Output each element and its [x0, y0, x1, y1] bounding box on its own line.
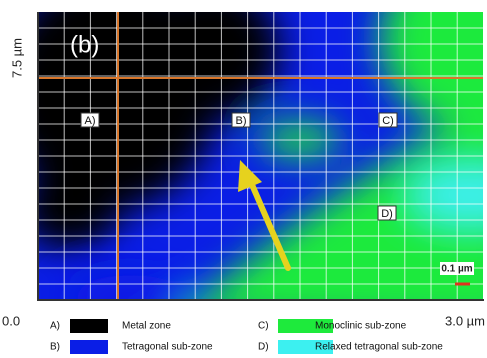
legend-label: Monoclinic sub-zone — [315, 321, 407, 332]
legend-key: C) — [258, 321, 269, 332]
arrow — [247, 177, 291, 271]
scale-bar-label: 0.1 µm — [441, 264, 472, 275]
legend-label: Metal zone — [122, 321, 171, 332]
marker-box — [80, 112, 100, 128]
grid — [38, 12, 483, 300]
legend: A) Metal zone B) Tetragonal sub-zone C) Monoc… — [50, 319, 443, 354]
legend-swatch — [278, 319, 333, 333]
marker-box — [377, 205, 397, 221]
x-axis-end: 3.0 µm — [445, 313, 485, 328]
zone-marker: D) — [381, 208, 393, 220]
x-axis-start: 0.0 — [2, 313, 20, 328]
arrow-head — [238, 160, 262, 192]
raman-map — [38, 12, 483, 300]
legend-label: Relaxed tetragonal sub-zone — [315, 342, 443, 353]
marker-box — [231, 112, 251, 128]
marker-box — [378, 112, 398, 128]
legend-swatch — [70, 319, 108, 333]
y-axis-label: 7.5 µm — [9, 38, 24, 78]
legend-label: Tetragonal sub-zone — [122, 342, 213, 353]
panel-label: (b) — [70, 31, 99, 58]
legend-swatch — [70, 340, 108, 354]
legend-key: A) — [50, 321, 60, 332]
zone-marker: B) — [236, 115, 247, 127]
legend-key: D) — [258, 342, 269, 353]
zone-marker: C) — [382, 115, 394, 127]
legend-key: B) — [50, 342, 60, 353]
zone-marker: A) — [85, 115, 96, 127]
scale-box — [440, 262, 474, 275]
legend-swatch — [278, 340, 333, 354]
